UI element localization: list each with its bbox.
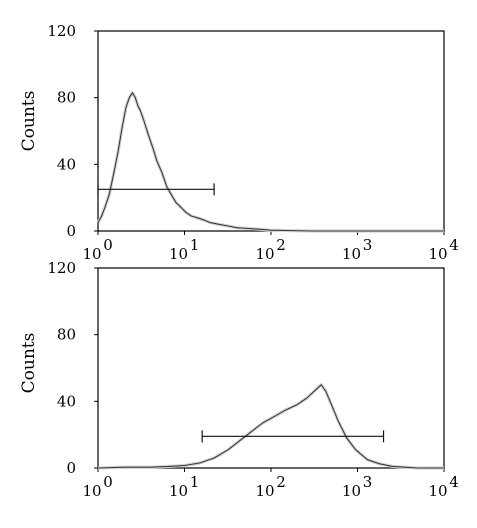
x-tick-label: 10 (428, 482, 447, 500)
x-tick-label: 10 (342, 482, 361, 500)
x-tick-exponent: 2 (276, 236, 286, 254)
histogram-trace-shadow (97, 383, 444, 470)
x-tick-exponent: 1 (190, 236, 200, 254)
x-tick-exponent: 3 (363, 473, 373, 491)
x-tick-label: 10 (255, 245, 274, 263)
y-tick-label: 80 (57, 89, 76, 107)
y-tick-label: 0 (66, 222, 76, 240)
x-tick-exponent: 0 (103, 473, 113, 491)
y-axis-title: Counts (19, 91, 39, 152)
x-tick-label: 10 (169, 482, 188, 500)
y-tick-label: 80 (57, 326, 76, 344)
y-tick-label: 120 (47, 259, 76, 277)
histogram-trace (97, 92, 444, 232)
x-tick-exponent: 3 (363, 236, 373, 254)
x-tick-label: 10 (169, 245, 188, 263)
x-tick-exponent: 2 (276, 473, 286, 491)
x-tick-exponent: 1 (190, 473, 200, 491)
x-tick-label: 10 (255, 482, 274, 500)
y-tick-label: 0 (66, 459, 76, 477)
x-tick-exponent: 4 (449, 473, 459, 491)
y-tick-label: 120 (47, 22, 76, 40)
x-tick-label: 10 (428, 245, 447, 263)
histogram-trace-shadow (96, 91, 444, 233)
x-tick-label: 10 (82, 245, 101, 263)
x-tick-exponent: 0 (103, 236, 113, 254)
x-tick-label: 10 (82, 482, 101, 500)
histogram-trace (97, 384, 444, 469)
x-tick-label: 10 (342, 245, 361, 263)
x-tick-exponent: 4 (449, 236, 459, 254)
y-tick-label: 40 (57, 155, 76, 173)
y-tick-label: 40 (57, 392, 76, 410)
plot-frame (97, 267, 445, 469)
plot-frame (97, 30, 445, 232)
y-axis-title: Counts (19, 333, 39, 394)
